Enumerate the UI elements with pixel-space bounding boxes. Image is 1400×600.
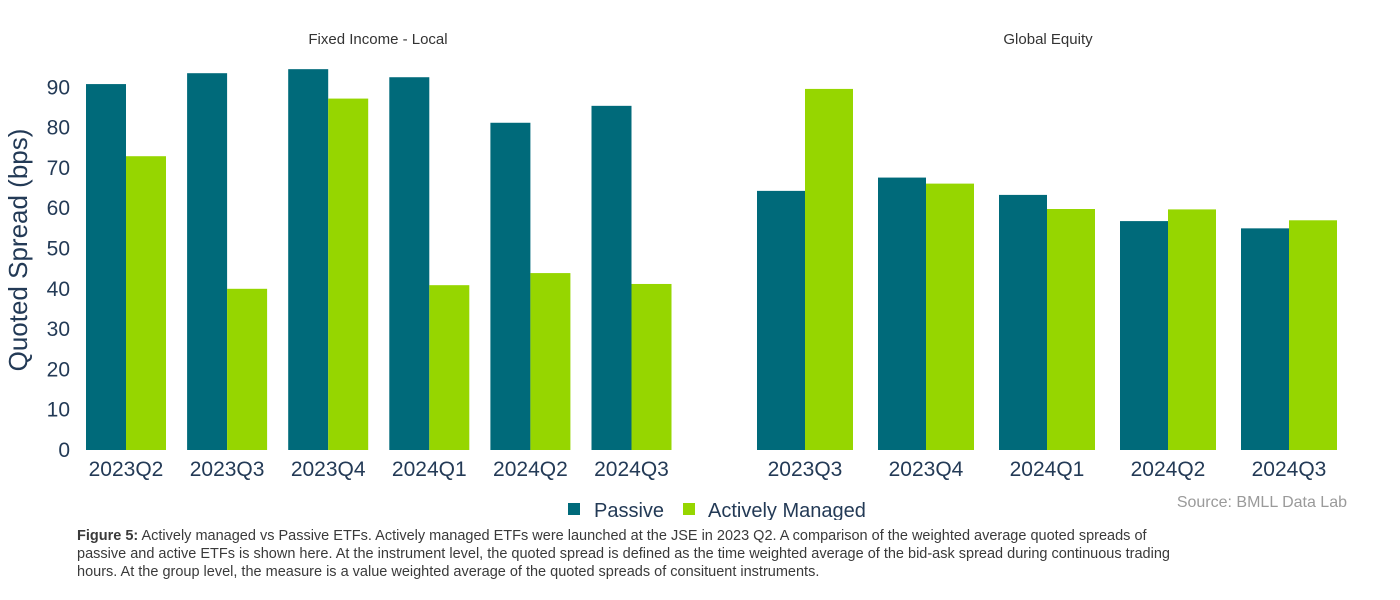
legend-swatch	[683, 503, 695, 515]
x-tick-label: 2023Q3	[190, 458, 265, 481]
y-tick-label: 60	[47, 197, 70, 220]
panel-title: Global Equity	[1003, 31, 1093, 48]
panel-title: Fixed Income - Local	[308, 31, 447, 48]
x-tick-label: 2024Q1	[392, 458, 467, 481]
bar-actively-managed	[1168, 209, 1216, 450]
bar-actively-managed	[805, 88, 853, 451]
legend: Passive Actively Managed	[568, 500, 866, 520]
bar-passive	[1241, 228, 1289, 450]
chart-panels: Fixed Income - Local 2023Q2 2023Q3 2023Q4 20…	[86, 31, 1337, 481]
bar-actively-managed	[429, 285, 470, 450]
figure-caption: Figure 5: Actively managed vs Passive ET…	[77, 527, 1197, 581]
bar-actively-managed	[328, 98, 369, 451]
y-tick-label: 10	[47, 399, 70, 422]
bar-chart: Quoted Spread (bps) 0102030405060708090 …	[3, 31, 1347, 520]
legend-label: Passive	[594, 500, 664, 520]
x-tick-label: 2023Q2	[89, 458, 164, 481]
bar-passive	[999, 194, 1047, 450]
bar-passive	[1120, 221, 1168, 450]
y-tick-label: 20	[47, 358, 70, 381]
y-tick-label: 50	[47, 238, 70, 261]
bar-passive	[288, 69, 329, 450]
x-tick-label: 2024Q1	[1010, 458, 1085, 481]
bar-actively-managed	[631, 283, 672, 450]
caption-text: Actively managed vs Passive ETFs. Active…	[77, 528, 1170, 580]
source-note: Source: BMLL Data Lab	[1177, 494, 1347, 511]
x-tick-label: 2023Q4	[889, 458, 964, 481]
y-tick-label: 80	[47, 117, 70, 140]
bar-passive	[490, 122, 531, 450]
x-tick-label: 2024Q2	[493, 458, 568, 481]
y-axis-label-group: Quoted Spread (bps)	[3, 129, 33, 372]
x-tick-label: 2024Q3	[594, 458, 669, 481]
x-tick-label: 2024Q3	[1252, 458, 1327, 481]
bar-actively-managed	[530, 273, 571, 450]
panel-2: Global Equity 2023Q3 2023Q4 2024Q1 2024Q2 202…	[757, 31, 1337, 481]
bar-passive	[591, 105, 632, 450]
caption-label: Figure 5:	[77, 528, 139, 544]
x-tick-label: 2023Q4	[291, 458, 366, 481]
y-tick-labels: 0 10 20 30 40 50 60 70 80 90	[47, 76, 70, 462]
bar-actively-managed	[1047, 209, 1095, 450]
bar-passive	[187, 73, 228, 450]
x-tick-label: 2024Q2	[1131, 458, 1206, 481]
legend-label: Actively Managed	[708, 500, 866, 520]
legend-swatch	[568, 503, 580, 515]
bar-passive	[757, 190, 805, 450]
bar-actively-managed	[1289, 220, 1337, 450]
bar-actively-managed	[126, 156, 166, 450]
y-tick-label: 0	[58, 439, 70, 462]
y-tick-label: 70	[47, 157, 70, 180]
bar-actively-managed	[227, 288, 268, 450]
bar-passive	[389, 77, 430, 450]
x-tick-label: 2023Q3	[768, 458, 843, 481]
bar-passive	[878, 177, 926, 450]
y-axis-label: Quoted Spread (bps)	[3, 129, 33, 372]
y-tick-label: 30	[47, 318, 70, 341]
bar-actively-managed	[926, 183, 974, 450]
y-tick-label: 90	[47, 76, 70, 99]
bar-passive	[86, 84, 126, 451]
panel-1: Fixed Income - Local 2023Q2 2023Q3 2023Q4 20…	[86, 31, 672, 481]
y-tick-label: 40	[47, 278, 70, 301]
